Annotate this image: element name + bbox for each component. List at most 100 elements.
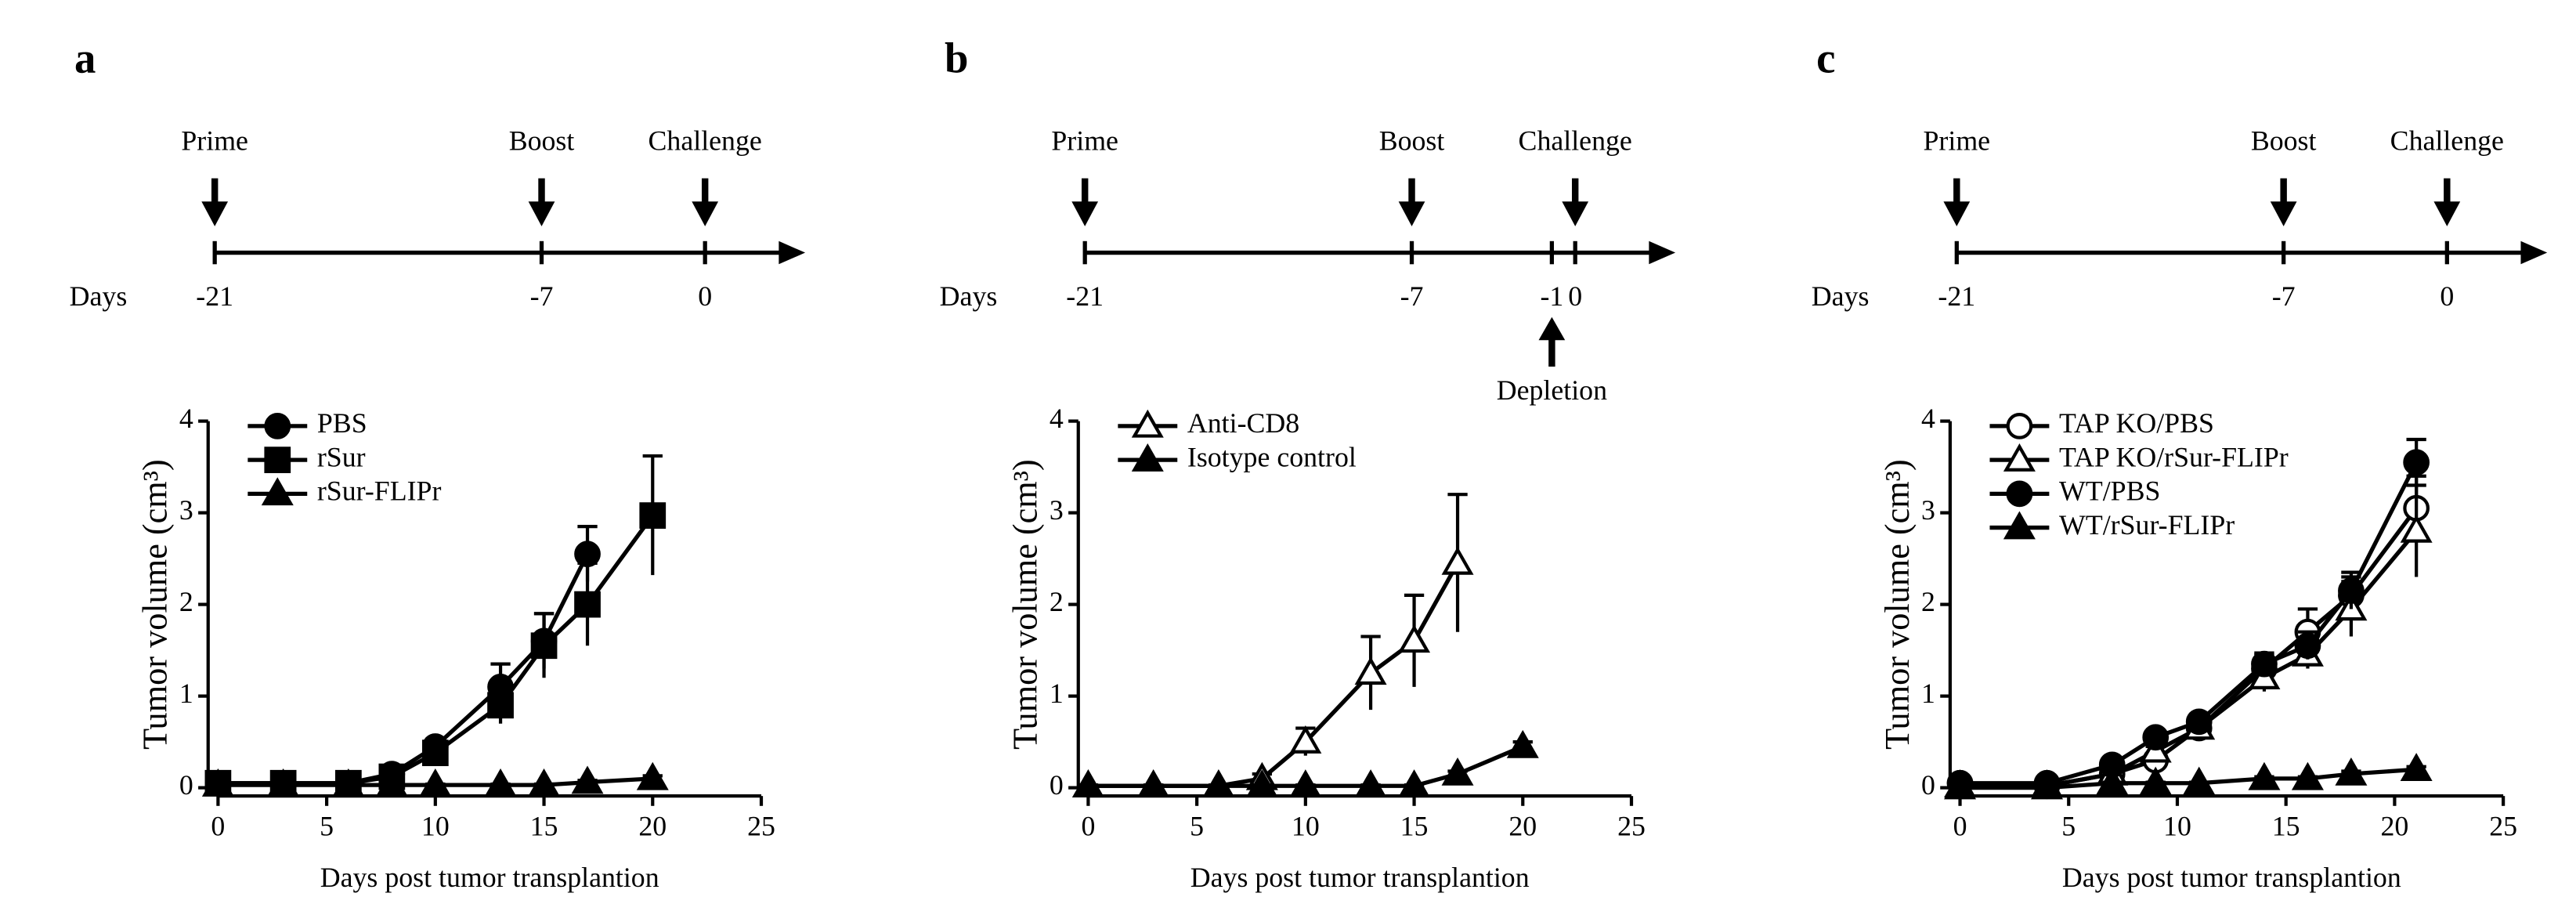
marker	[2251, 650, 2278, 678]
timeline-tick-label: -7	[1400, 280, 1424, 312]
x-tick-label: 25	[1617, 811, 1646, 842]
x-tick-label: 25	[747, 811, 775, 842]
marker	[264, 413, 291, 439]
event-arrowhead	[2433, 201, 2461, 226]
legend-label: WT/PBS	[2059, 475, 2160, 507]
timeline-arrowhead	[1649, 240, 1676, 265]
marker	[1131, 409, 1164, 438]
timeline-tick-label: -7	[530, 280, 554, 312]
marker	[1245, 769, 1278, 798]
timeline-tick-label: -1	[1540, 280, 1563, 312]
marker	[2403, 449, 2430, 476]
marker	[1289, 769, 1322, 798]
marker	[574, 591, 601, 618]
event-label: Challenge	[649, 125, 762, 157]
y-tick-label: 3	[1050, 494, 1064, 526]
event-label: Boost	[2251, 125, 2317, 157]
legend-label: rSur	[317, 441, 366, 472]
marker	[2335, 757, 2368, 786]
marker	[201, 768, 234, 797]
marker	[530, 632, 558, 660]
x-axis-label: Days post tumor transplantion	[320, 862, 659, 893]
legend-label: Anti-CD8	[1187, 407, 1299, 439]
event-label: Prime	[1924, 125, 1991, 157]
series-line	[218, 553, 590, 786]
marker	[1289, 725, 1322, 754]
marker	[2003, 443, 2036, 472]
marker	[1441, 546, 1474, 575]
event-arrowhead	[1398, 201, 1425, 226]
marker	[2096, 766, 2129, 795]
marker	[2248, 761, 2281, 790]
x-tick-label: 20	[1508, 811, 1537, 842]
y-axis-label: Tumor volume (cm³)	[1878, 459, 1917, 750]
marker	[267, 768, 300, 797]
x-tick-label: 10	[421, 811, 450, 842]
x-tick-label: 20	[2380, 811, 2408, 842]
event-arrowhead	[1943, 201, 1971, 226]
marker	[261, 477, 294, 506]
marker	[1071, 769, 1104, 798]
y-axis-label: Tumor volume (cm³)	[1006, 459, 1045, 750]
marker	[636, 761, 669, 790]
marker	[1131, 443, 1164, 472]
legend-label: Isotype control	[1187, 441, 1357, 472]
legend-label: PBS	[317, 407, 367, 439]
timeline-arrowhead	[779, 240, 806, 265]
marker	[487, 692, 514, 719]
series-line	[1960, 507, 2419, 788]
event-label: Boost	[1379, 125, 1445, 157]
y-tick-label: 0	[1921, 769, 1935, 801]
marker	[1202, 769, 1235, 798]
y-axis-label: Tumor volume (cm³)	[136, 459, 175, 750]
y-tick-label: 4	[1921, 403, 1935, 434]
marker	[332, 768, 365, 797]
event-label: Challenge	[1519, 125, 1632, 157]
y-tick-label: 2	[179, 586, 193, 617]
event-label: Prime	[1051, 125, 1118, 157]
event-arrowhead	[2270, 201, 2297, 226]
timeline-tick-label: -21	[1066, 280, 1104, 312]
timeline-label: Days	[70, 280, 128, 312]
marker	[2006, 480, 2033, 508]
y-tick-label: 3	[179, 494, 193, 526]
marker	[484, 768, 517, 797]
timeline-tick-label: 0	[698, 280, 712, 312]
x-tick-label: 25	[2489, 811, 2517, 842]
marker	[1398, 624, 1431, 653]
timeline-tick-label: -7	[2272, 280, 2296, 312]
y-tick-label: 3	[1921, 494, 1935, 526]
marker	[375, 768, 408, 797]
x-axis-label: Days post tumor transplantion	[1190, 862, 1530, 893]
legend-label: rSur-FLIPr	[317, 475, 442, 507]
marker	[421, 739, 449, 767]
marker	[2338, 577, 2365, 604]
x-tick-label: 5	[1190, 811, 1204, 842]
y-tick-label: 2	[1921, 586, 1935, 617]
marker	[419, 768, 452, 797]
marker	[1137, 769, 1170, 798]
marker	[2006, 413, 2033, 439]
marker	[1354, 656, 1387, 685]
marker	[639, 502, 667, 529]
event-label: Depletion	[1497, 374, 1607, 406]
timeline-tick-label: -21	[196, 280, 233, 312]
x-tick-label: 5	[2061, 811, 2076, 842]
marker	[1354, 769, 1387, 798]
marker	[2142, 724, 2170, 751]
timeline-tick-label: 0	[2440, 280, 2454, 312]
marker	[264, 447, 291, 473]
x-tick-label: 15	[1400, 811, 1429, 842]
event-label: Prime	[181, 125, 248, 157]
y-tick-label: 0	[1050, 769, 1064, 801]
timeline-tick-label: -21	[1938, 280, 1975, 312]
legend-label: TAP KO/PBS	[2059, 407, 2214, 439]
marker	[1506, 729, 1539, 758]
event-arrowhead	[1071, 201, 1099, 226]
marker	[2400, 753, 2433, 781]
event-arrowhead	[528, 201, 555, 226]
x-tick-label: 10	[1292, 811, 1320, 842]
legend-label: TAP KO/rSur-FLIPr	[2059, 441, 2289, 472]
panel-label: c	[1816, 34, 1835, 82]
